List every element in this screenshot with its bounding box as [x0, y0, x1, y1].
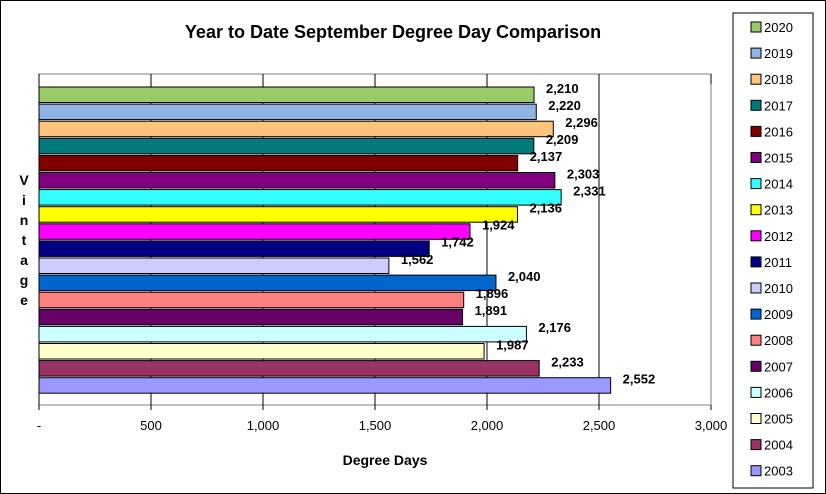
legend-label-2004: 2004	[764, 438, 793, 453]
x-tick-label: 500	[140, 418, 162, 433]
legend-label-2014: 2014	[764, 177, 793, 192]
data-label-2007: 1,891	[475, 303, 508, 318]
legend-swatch-2014	[750, 178, 762, 190]
data-label-2011: 1,742	[441, 235, 474, 250]
x-tick-label: 2,500	[583, 418, 616, 433]
legend-swatch-2011	[750, 256, 762, 268]
legend-label-2007: 2007	[764, 359, 793, 374]
legend-swatch-2016	[750, 125, 762, 137]
bar-2013	[38, 206, 518, 223]
data-label-2006: 2,176	[538, 320, 571, 335]
legend-swatch-2012	[750, 230, 762, 242]
data-label-2005: 1,987	[496, 337, 529, 352]
y-axis-title-letter: n	[20, 212, 29, 228]
data-label-2004: 2,233	[551, 354, 584, 369]
legend-label-2003: 2003	[764, 464, 793, 479]
bar-2019	[38, 103, 537, 121]
bar-2015	[38, 172, 556, 189]
y-axis-title-letter: a	[20, 252, 28, 268]
legend-label-2020: 2020	[764, 20, 793, 35]
legend-label-2017: 2017	[764, 98, 793, 113]
data-label-2013: 2,136	[529, 200, 562, 215]
legend-label-2008: 2008	[764, 333, 793, 348]
bar-2006	[38, 325, 527, 343]
y-axis-title-letter: g	[20, 272, 29, 288]
legend-swatch-2006	[750, 386, 762, 398]
legend-swatch-2008	[750, 334, 762, 346]
legend-label-2010: 2010	[764, 281, 793, 296]
x-axis-title: Degree Days	[343, 452, 428, 468]
legend-swatch-2009	[750, 308, 762, 320]
bar-2008	[38, 291, 465, 309]
legend-label-2006: 2006	[764, 385, 793, 400]
legend-swatch-2003	[750, 465, 762, 477]
legend-swatch-2010	[750, 282, 762, 294]
legend-label-2009: 2009	[764, 307, 793, 322]
legend-box	[732, 12, 814, 489]
data-label-2020: 2,210	[546, 81, 579, 96]
legend-label-2019: 2019	[764, 46, 793, 61]
legend-swatch-2013	[750, 204, 762, 216]
chart-title: Year to Date September Degree Day Compar…	[185, 22, 601, 42]
bar-2004	[38, 360, 540, 377]
legend-swatch-2019	[750, 47, 762, 59]
data-label-2019: 2,220	[548, 98, 581, 113]
data-label-2003: 2,552	[623, 371, 656, 386]
legend-swatch-2020	[750, 21, 762, 33]
legend-label-2013: 2013	[764, 203, 793, 218]
legend-swatch-2017	[750, 99, 762, 111]
x-tick-label: 1,000	[247, 418, 280, 433]
legend-swatch-2018	[750, 73, 762, 85]
data-label-2012: 1,924	[482, 218, 515, 233]
data-label-2009: 2,040	[508, 269, 541, 284]
bar-2016	[38, 154, 519, 172]
y-axis-title-letter: e	[20, 292, 28, 308]
legend-label-2005: 2005	[764, 412, 793, 427]
y-axis-title-letter: t	[22, 232, 27, 248]
bar-2017	[38, 137, 535, 155]
bar-2014	[38, 189, 562, 206]
x-tick-label: -	[37, 418, 41, 433]
legend-swatch-2007	[750, 360, 762, 372]
bar-2005	[38, 343, 485, 360]
bar-2010	[38, 257, 390, 274]
x-tick-label: 2,000	[471, 418, 504, 433]
bar-2007	[38, 308, 464, 326]
x-tick-label: 1,500	[359, 418, 392, 433]
data-label-2010: 1,562	[401, 252, 434, 267]
data-label-2008: 1,896	[476, 286, 509, 301]
legend-swatch-2005	[750, 413, 762, 424]
y-axis-title-letter: V	[19, 172, 29, 188]
data-label-2014: 2,331	[573, 183, 606, 198]
legend-label-2011: 2011	[764, 255, 792, 270]
bar-2011	[38, 240, 430, 257]
legend-swatch-2004	[750, 439, 762, 451]
data-label-2016: 2,137	[530, 149, 563, 164]
data-label-2017: 2,209	[546, 132, 579, 147]
legend-label-2015: 2015	[764, 151, 793, 166]
legend-swatch-2015	[750, 152, 762, 163]
legend-label-2018: 2018	[764, 72, 793, 87]
legend: 2020 2019 2018 2017 2016 2015 2014 2013 2012 2011…	[732, 12, 814, 489]
x-tick-label: 3,000	[695, 418, 728, 433]
legend-label-2016: 2016	[764, 124, 793, 139]
data-label-2018: 2,296	[565, 115, 598, 130]
bar-2020	[38, 86, 535, 103]
legend-label-2012: 2012	[764, 229, 793, 244]
y-axis-title-letter: i	[22, 192, 26, 208]
bar-2018	[38, 120, 554, 138]
bar-2012	[38, 223, 471, 240]
data-label-2015: 2,303	[567, 166, 600, 181]
bar-2009	[38, 274, 497, 292]
bar-2003	[38, 377, 612, 394]
plot-area: - 500 1,000 1,500 2,000 2,500 3,000 2,210 2,220 2…	[37, 73, 728, 433]
